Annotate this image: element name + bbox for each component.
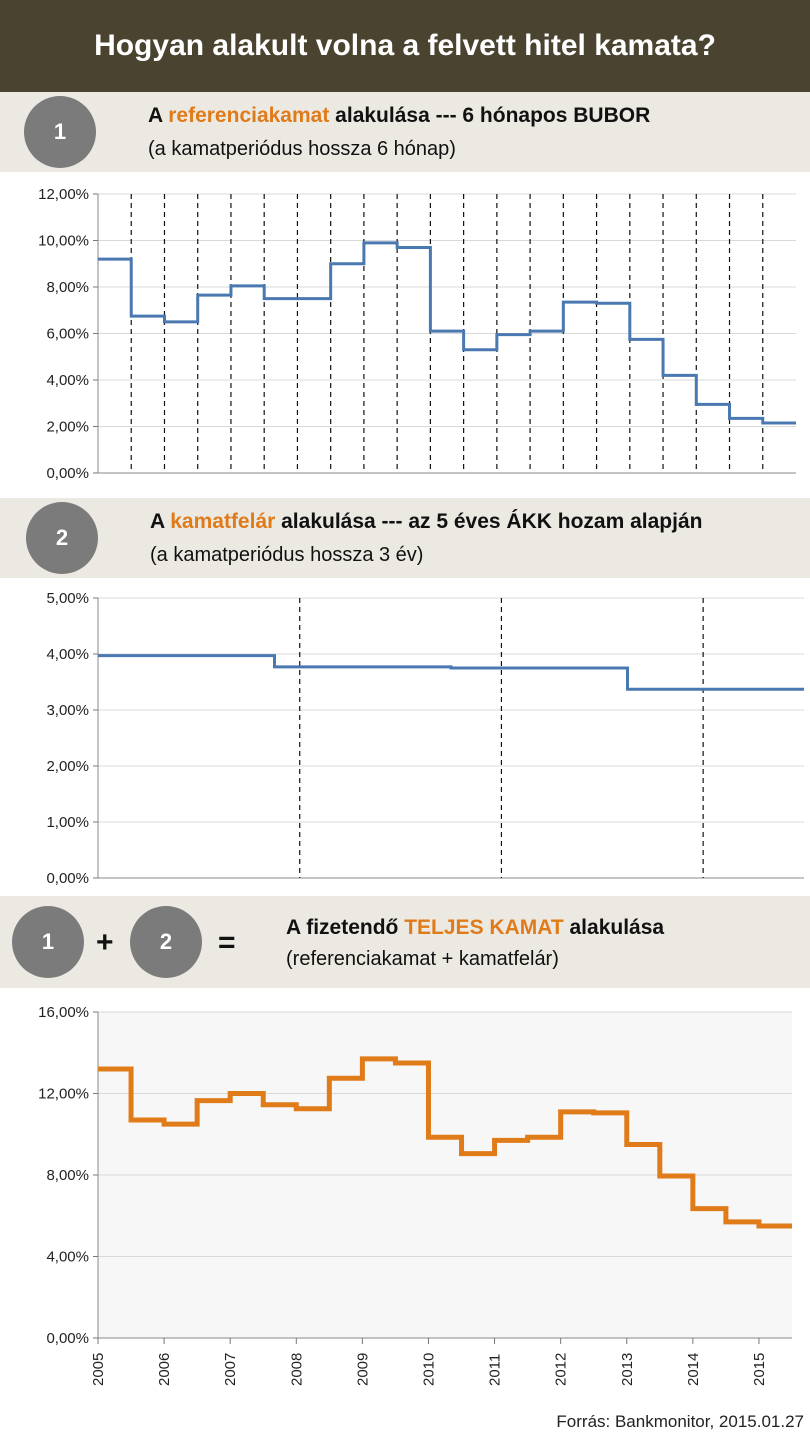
plus-sign: + bbox=[96, 926, 114, 959]
x-tick-label: 2009 bbox=[354, 1353, 371, 1386]
section-3-header: 1 + 2 = A fizetendő TELJES KAMAT alakulá… bbox=[0, 896, 810, 988]
y-tick-label: 4,00% bbox=[46, 372, 89, 389]
section-2-title: A kamatfelár alakulása --- az 5 éves ÁKK… bbox=[150, 510, 703, 533]
y-tick-label: 10,00% bbox=[38, 233, 89, 250]
series-line bbox=[98, 654, 804, 691]
x-tick-label: 2013 bbox=[619, 1353, 636, 1386]
x-tick-label: 2014 bbox=[685, 1353, 702, 1386]
source-footer: Forrás: Bankmonitor, 2015.01.27 bbox=[556, 1412, 804, 1431]
y-tick-label: 2,00% bbox=[46, 419, 89, 436]
y-tick-label: 8,00% bbox=[46, 1167, 89, 1184]
page-title: Hogyan alakult volna a felvett hitel kam… bbox=[0, 0, 810, 92]
x-tick-label: 2015 bbox=[751, 1353, 768, 1386]
step-1-circle: 1 bbox=[24, 96, 96, 168]
y-tick-label: 4,00% bbox=[46, 1249, 89, 1266]
x-tick-label: 2005 bbox=[90, 1353, 107, 1386]
y-tick-label: 0,00% bbox=[46, 1330, 89, 1347]
y-tick-label: 5,00% bbox=[46, 590, 89, 607]
kamatfelar-chart: 0,00% 1,00% 2,00% 3,00% 4,00% 5,00% bbox=[46, 590, 804, 887]
y-tick-label: 3,00% bbox=[46, 702, 89, 719]
y-tick-label: 1,00% bbox=[46, 814, 89, 831]
y-tick-label: 4,00% bbox=[46, 646, 89, 663]
section-1-header: 1 A referenciakamat alakulása --- 6 hóna… bbox=[0, 92, 810, 172]
section-2-subtitle: (a kamatperiódus hossza 3 év) bbox=[150, 544, 424, 566]
step-2-circle-sum: 2 bbox=[130, 906, 202, 978]
section-1-highlight: referenciakamat bbox=[168, 104, 330, 127]
section-1-title: A referenciakamat alakulása --- 6 hónapo… bbox=[148, 104, 651, 127]
y-tick-label: 16,00% bbox=[38, 1004, 89, 1021]
x-tick-label: 2007 bbox=[222, 1353, 239, 1386]
y-tick-label: 0,00% bbox=[46, 870, 89, 887]
bubor-chart: 0,00% 2,00% 4,00% 6,00% 8,00% 10,00% 12,00% bbox=[38, 186, 796, 482]
series-line bbox=[98, 241, 796, 425]
step-1-circle-sum: 1 bbox=[12, 906, 84, 978]
x-tick-label: 2010 bbox=[420, 1353, 437, 1386]
section-2-header: 2 A kamatfelár alakulása --- az 5 éves Á… bbox=[0, 498, 810, 578]
section-3-subtitle: (referenciakamat + kamatfelár) bbox=[286, 948, 559, 970]
series-line bbox=[98, 1056, 792, 1229]
section-1-subtitle: (a kamatperiódus hossza 6 hónap) bbox=[148, 138, 456, 160]
y-tick-label: 8,00% bbox=[46, 279, 89, 296]
section-2-highlight: kamatfelár bbox=[170, 510, 276, 533]
x-tick-label: 2006 bbox=[156, 1353, 173, 1386]
step-2-circle: 2 bbox=[26, 502, 98, 574]
teljes-kamat-chart: 0,00% 4,00% 8,00% 12,00% 16,00% 2005 2006 2007 2… bbox=[38, 1004, 792, 1386]
x-tick-label: 2008 bbox=[288, 1353, 305, 1386]
section-3-title: A fizetendő TELJES KAMAT alakulása bbox=[286, 916, 665, 939]
y-tick-label: 12,00% bbox=[38, 1086, 89, 1103]
y-tick-label: 0,00% bbox=[46, 465, 89, 482]
section-3-highlight: TELJES KAMAT bbox=[404, 916, 564, 939]
x-tick-label: 2011 bbox=[487, 1354, 504, 1386]
y-tick-label: 12,00% bbox=[38, 186, 89, 203]
equals-sign: = bbox=[218, 926, 236, 959]
x-tick-label: 2012 bbox=[553, 1353, 570, 1386]
y-tick-label: 2,00% bbox=[46, 758, 89, 775]
y-tick-label: 6,00% bbox=[46, 326, 89, 343]
